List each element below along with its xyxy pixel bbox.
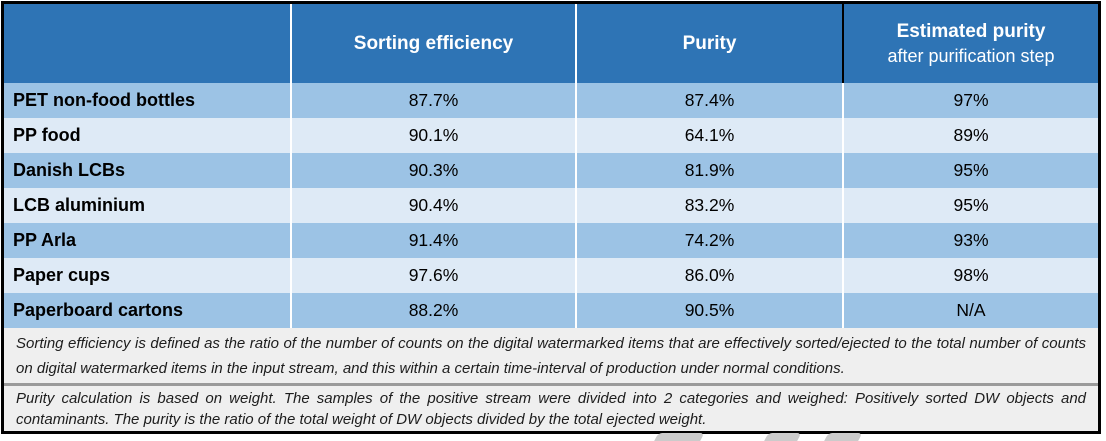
row-label: PET non-food bottles (4, 83, 292, 118)
cell-purity: 64.1% (577, 118, 844, 153)
cell-sorting-efficiency: 90.4% (292, 188, 577, 223)
table-row-paperboard-cartons: Paperboard cartons 88.2% 90.5% N/A (4, 293, 1098, 328)
row-label: LCB aluminium (4, 188, 292, 223)
row-label: Danish LCBs (4, 153, 292, 188)
footnotes-divider (4, 383, 1098, 386)
row-label: Paper cups (4, 258, 292, 293)
cell-purity: 81.9% (577, 153, 844, 188)
header-sorting-efficiency: Sorting efficiency (292, 4, 577, 83)
table-row-pp-food: PP food 90.1% 64.1% 89% (4, 118, 1098, 153)
header-estimated-purity: Estimated purity after purification step (844, 4, 1098, 83)
cell-sorting-efficiency: 90.1% (292, 118, 577, 153)
sorting-results-table: Sorting efficiency Purity Estimated puri… (1, 1, 1101, 434)
cell-purity: 86.0% (577, 258, 844, 293)
cell-sorting-efficiency: 88.2% (292, 293, 577, 328)
cell-estimated-purity: 93% (953, 230, 989, 250)
cell-estimated-purity: 97% (953, 90, 989, 110)
cell-estimated-purity: 95% (953, 160, 989, 180)
cell-sorting-efficiency: 87.7% (292, 83, 577, 118)
cell-estimated-purity: 89% (953, 125, 989, 145)
footnote-sorting-efficiency: Sorting efficiency is defined as the rat… (16, 335, 1086, 377)
cell-estimated-purity: 98% (953, 265, 989, 285)
cell-estimated-purity: N/A (956, 300, 986, 320)
cell-sorting-efficiency: 91.4% (292, 223, 577, 258)
table-row-lcb-aluminium: LCB aluminium 90.4% 83.2% 95% (4, 188, 1098, 223)
cell-purity: 83.2% (577, 188, 844, 223)
row-label: PP Arla (4, 223, 292, 258)
header-estimated-line2: after purification step (887, 45, 1055, 66)
cutoff-gray-artifact (653, 433, 705, 441)
table-row-paper-cups: Paper cups 97.6% 86.0% 98% (4, 258, 1098, 293)
header-estimated-line1: Estimated purity (896, 20, 1046, 42)
table-header-row: Sorting efficiency Purity Estimated puri… (4, 4, 1098, 83)
table-row-pp-arla: PP Arla 91.4% 74.2% 93% (4, 223, 1098, 258)
table-footnotes: Sorting efficiency is defined as the rat… (4, 328, 1098, 431)
cell-purity: 90.5% (577, 293, 844, 328)
header-empty-cell (4, 4, 292, 83)
cutoff-gray-artifact (763, 433, 802, 441)
cell-purity: 74.2% (577, 223, 844, 258)
cell-sorting-efficiency: 90.3% (292, 153, 577, 188)
table-row-danish-lcbs: Danish LCBs 90.3% 81.9% 95% (4, 153, 1098, 188)
cell-purity: 87.4% (577, 83, 844, 118)
table-row-pet-non-food-bottles: PET non-food bottles 87.7% 87.4% 97% (4, 83, 1098, 118)
row-label: Paperboard cartons (4, 293, 292, 328)
cutoff-gray-artifact (823, 433, 863, 441)
cell-estimated-purity: 95% (953, 195, 989, 215)
footnote-purity: Purity calculation is based on weight. T… (16, 390, 1086, 428)
row-label: PP food (4, 118, 292, 153)
cell-sorting-efficiency: 97.6% (292, 258, 577, 293)
header-purity: Purity (577, 4, 844, 83)
